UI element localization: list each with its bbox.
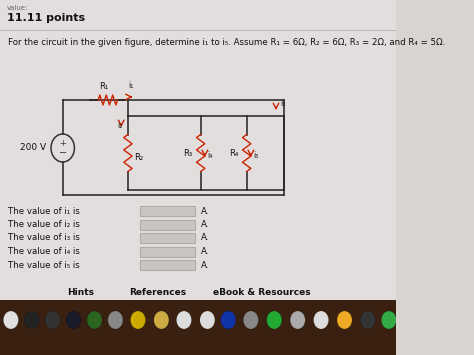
Text: A.: A. [201,247,209,256]
Text: A.: A. [201,220,209,229]
Text: A.: A. [201,261,209,269]
Text: +: + [59,140,66,148]
FancyBboxPatch shape [140,246,195,257]
Text: 200 V: 200 V [20,143,46,153]
Circle shape [130,311,146,329]
Circle shape [221,311,236,329]
Text: A.: A. [201,207,209,215]
Circle shape [154,311,169,329]
FancyBboxPatch shape [140,233,195,243]
Text: R₄: R₄ [229,148,238,158]
Circle shape [87,311,102,329]
Text: Hints: Hints [67,288,94,297]
Circle shape [176,311,191,329]
FancyBboxPatch shape [140,206,195,216]
Text: The value of i₄ is: The value of i₄ is [9,247,80,256]
Text: i₃: i₃ [280,99,285,109]
Text: i₅: i₅ [254,152,259,160]
Circle shape [108,311,123,329]
Text: The value of i₁ is: The value of i₁ is [9,207,80,215]
Text: References: References [129,288,187,297]
Circle shape [3,311,18,329]
Text: R₂: R₂ [134,153,143,163]
Text: A.: A. [201,234,209,242]
FancyBboxPatch shape [0,300,396,355]
Text: 11.11 points: 11.11 points [7,13,85,23]
Text: The value of i₂ is: The value of i₂ is [9,220,80,229]
Text: i₂: i₂ [118,121,123,131]
Text: R₁: R₁ [99,82,109,91]
Text: The value of i₅ is: The value of i₅ is [9,261,80,269]
Text: value:: value: [7,5,28,11]
Circle shape [24,311,39,329]
Circle shape [267,311,282,329]
Circle shape [314,311,328,329]
Circle shape [66,311,81,329]
Circle shape [360,311,375,329]
Circle shape [381,311,396,329]
Text: The value of i₃ is: The value of i₃ is [9,234,80,242]
Text: For the circuit in the given figure, determine i₁ to i₅. Assume R₁ = 6Ω, R₂ = 6Ω: For the circuit in the given figure, det… [9,38,446,47]
Text: −: − [59,148,67,158]
Text: i₁: i₁ [128,81,134,90]
Circle shape [290,311,305,329]
FancyBboxPatch shape [140,260,195,270]
Circle shape [200,311,215,329]
Text: eBook & Resources: eBook & Resources [213,288,311,297]
Text: i₄: i₄ [207,152,213,160]
FancyBboxPatch shape [0,0,396,300]
FancyBboxPatch shape [140,219,195,229]
Text: R₃: R₃ [183,148,192,158]
Circle shape [45,311,60,329]
Circle shape [243,311,258,329]
Circle shape [337,311,352,329]
